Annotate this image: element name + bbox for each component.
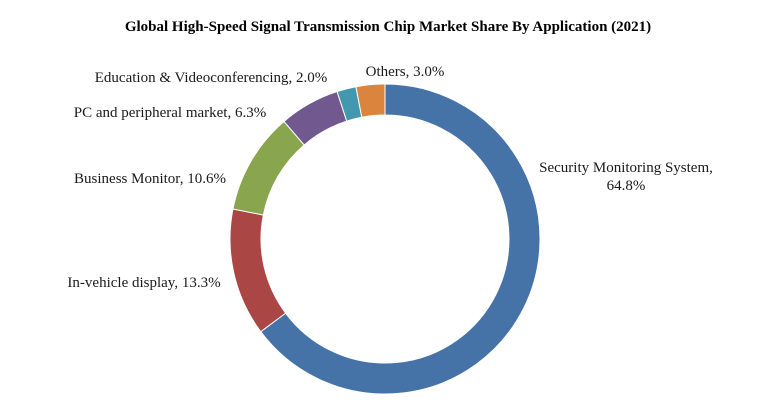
label-business-monitor: Business Monitor, 10.6% <box>74 171 226 187</box>
slice-in-vehicle-display <box>229 208 287 333</box>
label-others: Others, 3.0% <box>366 64 445 80</box>
slice-business-monitor <box>232 120 305 216</box>
slice-others <box>355 83 386 118</box>
donut-slices <box>229 83 541 395</box>
label-in-vehicle-display: In-vehicle display, 13.3% <box>67 275 220 291</box>
slice-labels: Security Monitoring System, 64.8% In-vehic… <box>67 64 712 291</box>
slice-security-monitoring-system <box>260 83 541 395</box>
label-education-and-videoconferencing: Education & Videoconferencing, 2.0% <box>95 70 328 86</box>
chart-title: Global High-Speed Signal Transmission Ch… <box>125 19 651 35</box>
label-pc-and-peripheral-market: PC and peripheral market, 6.3% <box>74 105 266 121</box>
label-security-monitoring-system: Security Monitoring System, 64.8% <box>539 160 713 194</box>
